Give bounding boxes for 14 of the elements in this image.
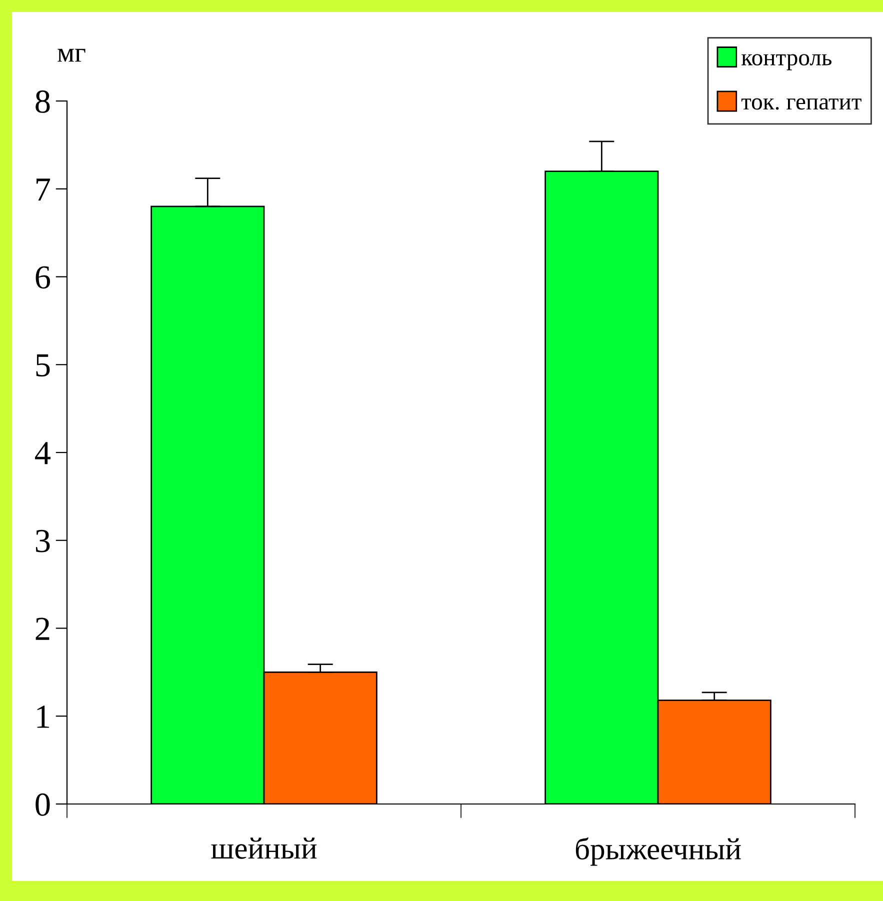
y-axis-title: мг <box>58 48 86 62</box>
x-tick-label: шейный <box>211 838 317 859</box>
y-tick-label: 5 <box>36 354 50 377</box>
y-tick-label: 2 <box>36 618 50 640</box>
y-tick-label: 8 <box>36 90 50 113</box>
y-tick-label: 4 <box>35 442 51 464</box>
y-tick-label: 1 <box>37 706 50 728</box>
x-tick-label: брыжеечный <box>576 837 741 866</box>
y-tick-label: 6 <box>36 266 50 289</box>
y-tick-label: 7 <box>36 178 50 200</box>
legend-label: ток. гепатит <box>741 98 862 110</box>
y-tick-label: 3 <box>36 530 50 552</box>
legend-label: контроль <box>741 54 832 70</box>
y-tick-label: 0 <box>36 793 50 816</box>
